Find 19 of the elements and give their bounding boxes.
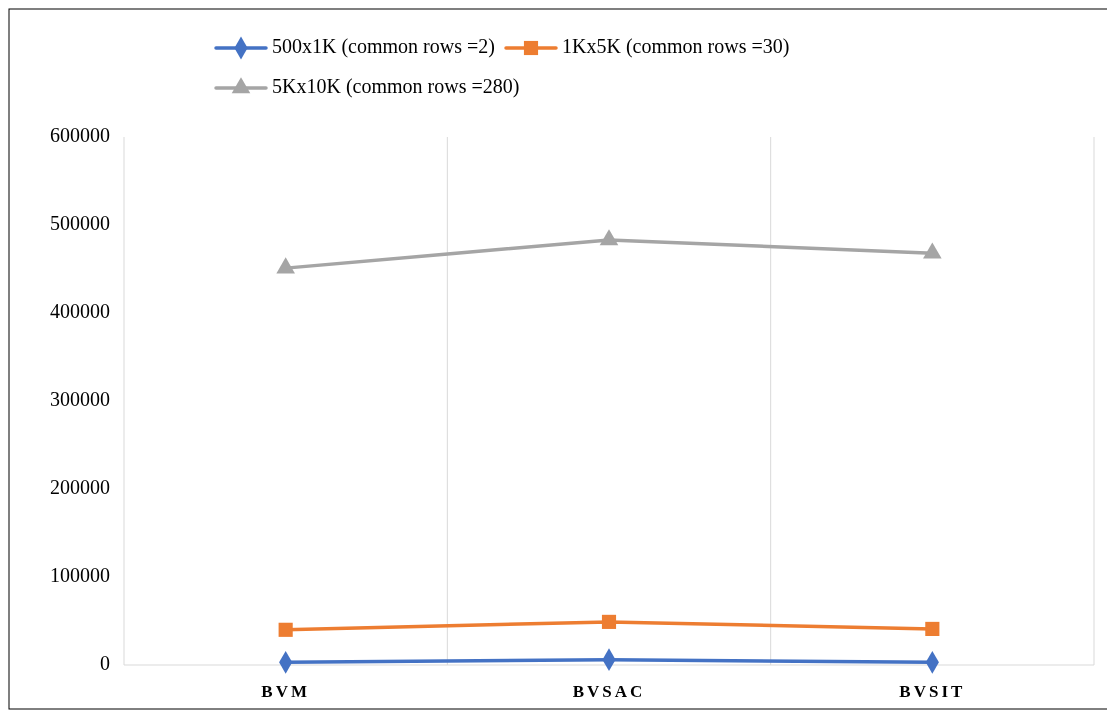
y-tick-label: 500000: [50, 211, 110, 234]
legend-label: 500x1K (common rows =2): [272, 34, 495, 58]
x-tick-label: BVSIT: [899, 682, 966, 701]
x-tick-label: BVSAC: [572, 682, 646, 701]
y-tick-label: 100000: [50, 563, 110, 586]
y-tick-label: 200000: [50, 475, 110, 498]
point: [923, 242, 942, 259]
point: [601, 614, 617, 629]
point: [925, 621, 940, 636]
point: [278, 622, 293, 637]
x-tick-label: BVM: [261, 682, 310, 701]
point: [599, 229, 619, 246]
legend-label: 5Kx10K (common rows =280): [272, 74, 520, 98]
point: [276, 257, 295, 274]
y-tick-label: 0: [100, 651, 110, 674]
y-tick-label: 300000: [50, 387, 110, 410]
legend-label: 1Kx5K (common rows =30): [562, 34, 790, 58]
y-tick-label: 400000: [50, 299, 110, 322]
y-tick-label: 600000: [50, 123, 110, 146]
